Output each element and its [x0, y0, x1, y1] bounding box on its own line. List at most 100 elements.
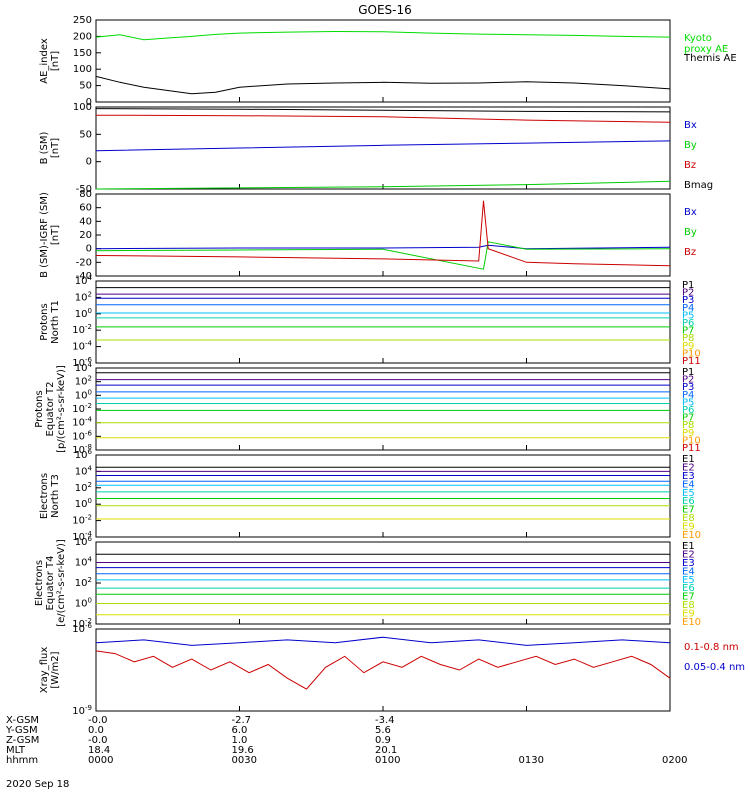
legend-entry: P10 — [682, 435, 701, 446]
series-line — [95, 114, 671, 123]
series-line — [95, 30, 671, 41]
legend-entry: E5 — [682, 575, 695, 586]
x-row-value: 0000 — [88, 755, 113, 766]
legend-entry: P8 — [682, 420, 694, 431]
y-axis-label: [p/(cm²-s-sr-keV)] — [56, 365, 67, 453]
y-tick-label: 10-2 — [72, 402, 92, 415]
x-row-value: 0100 — [375, 755, 400, 766]
y-tick-label: 104 — [75, 556, 93, 569]
legend-entry: E8 — [682, 513, 695, 524]
panel-frame — [95, 280, 671, 364]
y-tick-label: 10-6 — [72, 429, 92, 442]
y-axis-label: B (SM)-IGRF (SM) — [39, 192, 50, 278]
y-tick-label: 0 — [86, 157, 92, 168]
legend-entry: P9 — [682, 428, 694, 439]
legend-entry: E4 — [682, 479, 695, 490]
y-axis-label: [nT] — [50, 138, 61, 158]
series-line — [95, 180, 671, 190]
y-tick-label: 0 — [86, 97, 92, 108]
legend-entry: P4 — [682, 303, 694, 314]
legend-entry: P11 — [682, 443, 701, 454]
legend-entry: P10 — [682, 348, 701, 359]
legend-entry: P7 — [682, 326, 694, 337]
y-axis-label: AE_index — [39, 38, 50, 84]
y-tick-label: 106 — [75, 535, 93, 548]
legend-entry: E3 — [682, 558, 695, 569]
legend-entry: P6 — [682, 318, 694, 329]
legend-entry: P4 — [682, 390, 694, 401]
legend-entry: 0.05-0.4 nm — [684, 662, 745, 673]
legend-entry: Bmag — [684, 180, 713, 191]
panel-3: -40 -20 0 20 40 60 80 B (SM)-IGRF (SM) [nT] Bx By B… — [39, 189, 697, 282]
legend-entry: Themis AE — [683, 53, 737, 64]
x-row-value: 0200 — [662, 755, 687, 766]
series-line — [95, 108, 671, 113]
legend-entry: E9 — [682, 522, 695, 533]
series-line — [95, 241, 671, 270]
legend-entry: E7 — [682, 592, 695, 603]
y-tick-label: 20 — [79, 230, 92, 241]
y-axis-label: Xray_flux — [39, 647, 50, 694]
series-line — [95, 636, 671, 646]
y-axis-label: [nT] — [50, 51, 61, 71]
legend-entry: By — [684, 140, 697, 151]
legend-entry: P2 — [682, 288, 694, 299]
y-tick-label: -20 — [76, 257, 92, 268]
legend-entry: E8 — [682, 600, 695, 611]
y-axis-label: North T3 — [50, 474, 61, 518]
y-tick-label: 40 — [79, 216, 92, 227]
legend-entry: P5 — [682, 310, 694, 321]
x-axis-info: X-GSM -0.0 -2.7 -3.4 Y-GSM 0.0 6.0 5.6 Z-GSM -0.0… — [5, 715, 687, 766]
y-tick-label: 100 — [75, 497, 92, 510]
x-row-value: 1.0 — [232, 735, 248, 746]
y-tick-label: 104 — [75, 274, 93, 287]
legend-entry: E9 — [682, 609, 695, 620]
series-line — [95, 140, 671, 152]
x-row-label: MLT — [6, 745, 26, 756]
legend-entry: E4 — [682, 566, 695, 577]
x-row-value: 0030 — [232, 755, 257, 766]
legend-entry: E2 — [682, 462, 695, 473]
y-axis-label: Protons — [39, 303, 50, 340]
y-tick-label: 102 — [75, 481, 92, 494]
series-line — [95, 200, 671, 267]
figure-title: GOES-16 — [358, 3, 412, 17]
legend-entry: Bz — [684, 160, 696, 171]
y-tick-label: 102 — [75, 290, 92, 303]
legend-entry: E2 — [682, 549, 695, 560]
y-tick-label: 150 — [73, 48, 92, 59]
y-tick-label: 10-4 — [72, 416, 92, 429]
y-tick-label: 10-4 — [72, 340, 92, 353]
y-tick-label: 50 — [79, 129, 92, 140]
legend-entry: E1 — [682, 454, 695, 465]
legend-entry: E5 — [682, 488, 695, 499]
legend-entry: Bz — [684, 247, 696, 258]
x-row-value: 20.1 — [375, 745, 397, 756]
y-axis-label: Equator T2 — [45, 382, 56, 437]
legend-entry: 0.1-0.8 nm — [684, 642, 739, 653]
legend-entry: P3 — [682, 295, 694, 306]
series-line — [95, 244, 671, 250]
legend-entry: E6 — [682, 496, 695, 507]
y-tick-label: 102 — [75, 576, 92, 589]
y-axis-label: [e/(cm²-s-sr-keV)] — [56, 539, 67, 627]
x-row-value: 5.6 — [375, 725, 391, 736]
y-tick-label: 50 — [79, 81, 92, 92]
y-tick-label: 10-2 — [72, 514, 92, 527]
legend-entry: P11 — [682, 356, 701, 367]
x-row-value: -0.0 — [88, 735, 108, 746]
legend-entry: Bx — [684, 207, 697, 218]
x-row-label: hhmm — [6, 755, 38, 766]
y-tick-label: 100 — [73, 102, 92, 113]
x-row-value: -3.4 — [375, 715, 395, 726]
panel-frame — [95, 628, 671, 712]
y-tick-label: 106 — [75, 448, 93, 461]
legend-entry: By — [684, 227, 697, 238]
legend-entry: Bx — [684, 120, 697, 131]
x-row-value: 19.6 — [232, 745, 254, 756]
